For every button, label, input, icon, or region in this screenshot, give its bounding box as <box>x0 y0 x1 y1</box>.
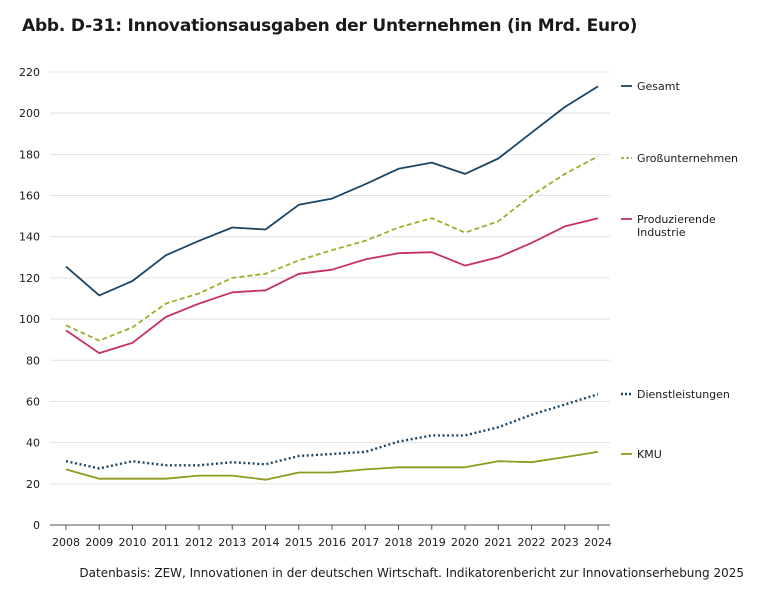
source-note: Datenbasis: ZEW, Innovationen in der deu… <box>79 566 744 580</box>
x-tick-label: 2009 <box>85 536 113 549</box>
x-tick-label: 2019 <box>418 536 446 549</box>
legend-label: KMU <box>637 448 662 461</box>
y-tick-label: 180 <box>19 148 40 161</box>
legend-entry: Großunternehmen <box>621 152 738 165</box>
x-tick-label: 2016 <box>318 536 346 549</box>
chart-title: Abb. D-31: Innovationsausgaben der Unter… <box>22 16 638 36</box>
y-tick-label: 100 <box>19 313 40 326</box>
series-line-großunternehmen <box>65 155 599 342</box>
series-line-dienstleistungen <box>65 393 599 470</box>
x-tick-label: 2015 <box>285 536 313 549</box>
x-tick-label: 2013 <box>218 536 246 549</box>
legend: Gesamt Großunternehmen ProduzierendeIndust… <box>621 80 738 461</box>
series-line-gesamt <box>65 85 599 297</box>
x-tick-label: 2023 <box>551 536 579 549</box>
y-tick-label: 80 <box>26 354 40 367</box>
legend-label: Dienstleistungen <box>637 388 730 401</box>
y-tick-label: 0 <box>33 519 40 532</box>
x-tick-label: 2011 <box>152 536 180 549</box>
x-tick-label: 2010 <box>119 536 147 549</box>
x-tick-label: 2014 <box>252 536 280 549</box>
y-tick-label: 140 <box>19 231 40 244</box>
series-line-kmu <box>65 451 599 481</box>
series-lines <box>65 85 599 481</box>
x-tick-label: 2021 <box>484 536 512 549</box>
legend-entry: Dienstleistungen <box>621 388 730 401</box>
x-tick-label: 2024 <box>584 536 612 549</box>
legend-label: Großunternehmen <box>637 152 738 165</box>
gridlines <box>50 71 610 485</box>
y-tick-label: 20 <box>26 478 40 491</box>
x-tick-label: 2020 <box>451 536 479 549</box>
x-tick-label: 2017 <box>351 536 379 549</box>
legend-entry: Gesamt <box>621 80 680 93</box>
y-tick-label: 160 <box>19 190 40 203</box>
y-tick-label: 120 <box>19 272 40 285</box>
y-tick-label: 40 <box>26 437 40 450</box>
legend-label: Produzierende <box>637 213 716 226</box>
series-line-produzierende-industrie <box>65 217 599 355</box>
legend-label: Industrie <box>637 226 686 239</box>
y-tick-label: 200 <box>19 107 40 120</box>
x-tick-label: 2012 <box>185 536 213 549</box>
legend-label: Gesamt <box>637 80 680 93</box>
x-tick-label: 2008 <box>52 536 80 549</box>
y-tick-label: 60 <box>26 395 40 408</box>
x-tick-label: 2018 <box>385 536 413 549</box>
legend-entry: KMU <box>621 448 662 461</box>
y-tick-label: 220 <box>19 66 40 79</box>
x-tick-label: 2022 <box>518 536 546 549</box>
axes: 0 20 40 60 80 100 120 140 160 180 200 220 2008 2009 20… <box>19 66 612 549</box>
